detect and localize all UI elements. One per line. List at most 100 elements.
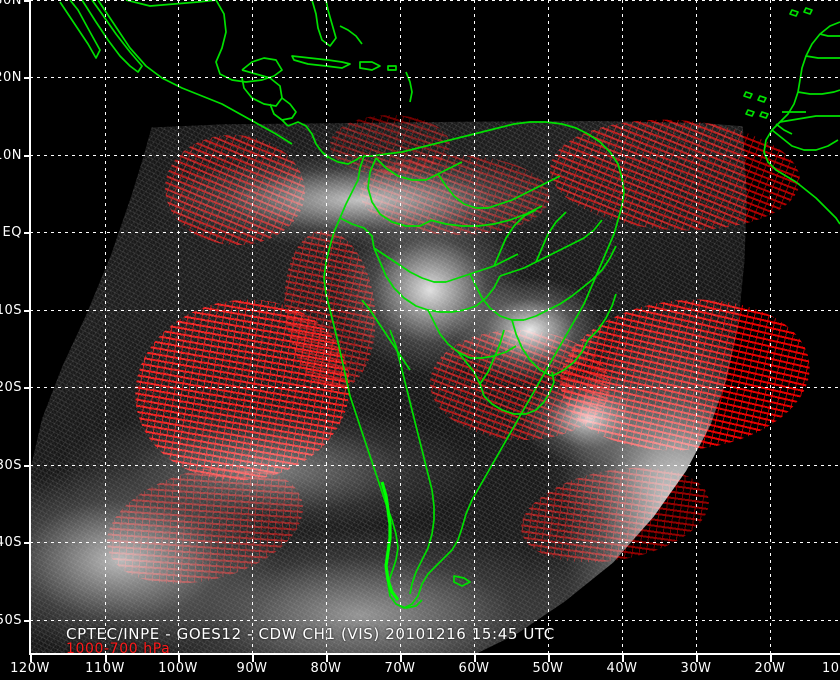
- coastline-south-america: [323, 121, 625, 609]
- border-ecuador-peru: [339, 217, 375, 249]
- border-brazil-state-9: [511, 319, 553, 377]
- coastline-yucatan: [241, 69, 283, 107]
- tick-label-lat: 20S: [0, 380, 22, 395]
- gridline-lon: [178, 0, 179, 654]
- border-uruguay-brazil: [535, 371, 555, 411]
- coastline-west-africa: [763, 21, 840, 225]
- border-guinea: [771, 129, 839, 151]
- border-senegal-2: [779, 115, 840, 123]
- border-bolivia-paraguay: [427, 309, 471, 359]
- axis-frame-left: [29, 0, 31, 655]
- tick-label-lon: 50W: [532, 661, 564, 676]
- tick-label-lon: 40W: [606, 661, 638, 676]
- tick-lat: [24, 542, 31, 544]
- gridline-lon: [696, 0, 697, 654]
- tick-label-lat: 30S: [0, 458, 22, 473]
- gridline-lon: [474, 0, 475, 654]
- tick-label-lat: 10S: [0, 303, 22, 318]
- tick-lon: [548, 655, 550, 662]
- tick-label-lat: 10N: [0, 148, 22, 163]
- coastline-bahamas: [339, 25, 363, 45]
- tick-label-lat: 40S: [0, 535, 22, 550]
- border-peru-brazil: [373, 247, 446, 283]
- border-brazil-state-11: [470, 345, 517, 359]
- border-mexico-usa: [125, 0, 217, 7]
- coastline-baja-california: [59, 0, 101, 59]
- tick-label-lon: 70W: [384, 661, 416, 676]
- gridline-lat: [30, 310, 840, 311]
- tick-lon: [252, 655, 254, 662]
- border-brazil-state-4: [523, 287, 583, 321]
- border-brazil-state-7: [559, 219, 603, 251]
- tick-lon: [105, 655, 107, 662]
- border-venezuela-brazil: [437, 173, 501, 209]
- border-bolivia-brazil: [427, 275, 501, 313]
- tick-label-lon: 100W: [158, 661, 198, 676]
- island-falkland: [453, 575, 471, 587]
- coastline-florida: [311, 0, 337, 47]
- border-colombia-venezuela: [375, 157, 463, 181]
- border-west-sahara: [819, 33, 840, 37]
- tick-lon: [326, 655, 328, 662]
- tick-lon: [30, 655, 32, 662]
- tick-lon: [400, 655, 402, 662]
- tick-lon: [474, 655, 476, 662]
- river-amazon: [429, 205, 543, 227]
- tick-label-lon: 20W: [754, 661, 786, 676]
- island-cape-verde-4: [759, 111, 769, 119]
- gridline-lat: [30, 620, 840, 621]
- island-cape-verde-1: [743, 91, 753, 99]
- tick-label-lon: 120W: [10, 661, 50, 676]
- tick-label-lat: 30N: [0, 0, 22, 8]
- gridline-lat: [30, 542, 840, 543]
- island-tierra-del-fuego: [395, 599, 423, 609]
- coastline-mexico-west: [97, 0, 293, 145]
- map-plot-area[interactable]: CPTEC/INPE - GOES12 - CDW CH1 (VIS) 2010…: [30, 0, 840, 654]
- gridline-lon: [326, 0, 327, 654]
- tick-lat: [24, 232, 31, 234]
- island-cape-verde-3: [745, 109, 755, 117]
- gridline-lat: [30, 387, 840, 388]
- border-senegal-1: [797, 89, 840, 95]
- gridline-lon: [252, 0, 253, 654]
- gridline-lat: [30, 465, 840, 466]
- border-brazil-state-8: [581, 245, 617, 289]
- tick-label-lat: 20N: [0, 70, 22, 85]
- tick-lon: [770, 655, 772, 662]
- tick-lat: [24, 0, 31, 2]
- tick-lat: [24, 465, 31, 467]
- tick-lon: [622, 655, 624, 662]
- gridline-lon: [105, 0, 106, 654]
- glacier-patagonia: [380, 481, 400, 601]
- border-guinea-bissau: [775, 123, 793, 135]
- coastline-mexico-gulf: [215, 0, 283, 83]
- geopolitical-boundaries-layer: [59, 0, 840, 609]
- island-canary-1: [789, 9, 799, 17]
- tick-lat: [24, 387, 31, 389]
- tick-lat: [24, 155, 31, 157]
- gridline-lon: [400, 0, 401, 654]
- image-caption-main: CPTEC/INPE - GOES12 - CDW CH1 (VIS) 2010…: [66, 625, 555, 643]
- border-guianas: [499, 175, 561, 205]
- tick-lat: [24, 620, 31, 622]
- gridline-lon: [622, 0, 623, 654]
- river-parana: [479, 329, 505, 385]
- border-chile-argentina: [389, 329, 435, 595]
- border-brazil-state-10: [551, 339, 589, 377]
- tick-lat: [24, 310, 31, 312]
- border-brazil-state-3: [499, 249, 561, 277]
- coastline-cuba: [291, 55, 351, 69]
- border-colombia-brazil: [367, 157, 433, 227]
- gridline-lat: [30, 77, 840, 78]
- border-brazil-state-12: [587, 293, 617, 341]
- tick-label-lon: 60W: [458, 661, 490, 676]
- gridline-lat: [30, 232, 840, 233]
- border-guatemala: [269, 103, 289, 127]
- coastline-costarica-panama: [321, 151, 363, 165]
- tick-label-lon: 10: [822, 661, 840, 676]
- gridline-lon: [548, 0, 549, 654]
- tick-lat: [24, 77, 31, 79]
- image-caption-layer: 1000-700 hPa: [66, 641, 171, 654]
- island-cape-verde-2: [757, 95, 767, 103]
